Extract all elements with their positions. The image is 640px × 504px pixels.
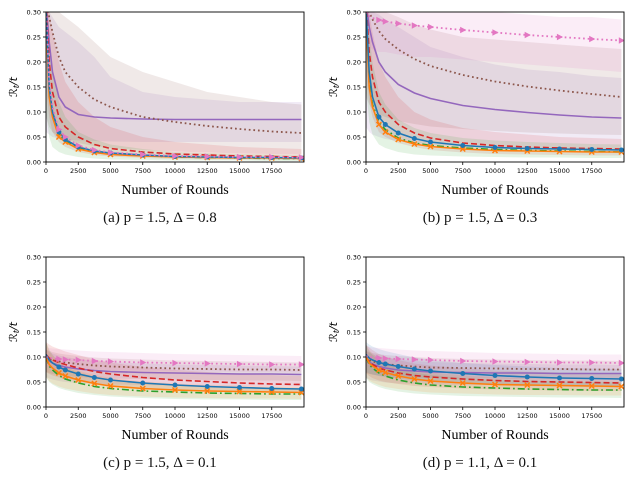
subplot-a-cell: 0 2500 5000 7500 10000 12500 15000 17500 0.00 0.0… xyxy=(0,6,320,227)
subplot-c-caption: (c) p = 1.5, Δ = 0.1 xyxy=(103,455,217,471)
svg-text:10000: 10000 xyxy=(165,412,186,420)
svg-text:15000: 15000 xyxy=(229,412,250,420)
svg-text:0: 0 xyxy=(44,167,48,175)
svg-text:17500: 17500 xyxy=(581,412,602,420)
svg-text:0: 0 xyxy=(44,412,48,420)
subplot-a-caption: (a) p = 1.5, Δ = 0.8 xyxy=(103,210,217,226)
svg-text:0.30: 0.30 xyxy=(27,8,41,16)
svg-text:5000: 5000 xyxy=(422,412,439,420)
svg-text:2500: 2500 xyxy=(70,412,87,420)
svg-text:5000: 5000 xyxy=(102,167,119,175)
svg-text:12500: 12500 xyxy=(197,167,218,175)
subplot-c-plot: 0 2500 5000 7500 10000 12500 15000 17500 0.00 0.0… xyxy=(7,253,305,443)
svg-text:2500: 2500 xyxy=(390,167,407,175)
svg-text:10000: 10000 xyxy=(165,167,186,175)
svg-text:0.25: 0.25 xyxy=(27,33,41,41)
svg-text:Number of Rounds: Number of Rounds xyxy=(441,183,548,198)
svg-text:17500: 17500 xyxy=(261,167,282,175)
svg-text:0.15: 0.15 xyxy=(347,83,361,91)
subplot-b-caption: (b) p = 1.5, Δ = 0.3 xyxy=(422,210,538,226)
svg-text:0.15: 0.15 xyxy=(27,328,41,336)
svg-text:ℛt/t: ℛt/t xyxy=(7,76,21,97)
svg-text:5000: 5000 xyxy=(422,167,439,175)
svg-text:5000: 5000 xyxy=(102,412,119,420)
svg-text:15000: 15000 xyxy=(549,167,570,175)
svg-text:10000: 10000 xyxy=(485,412,506,420)
svg-text:12500: 12500 xyxy=(517,167,538,175)
svg-text:0.30: 0.30 xyxy=(347,253,361,261)
svg-text:0.30: 0.30 xyxy=(347,8,361,16)
svg-text:0: 0 xyxy=(364,412,368,420)
subplot-a-plot: 0 2500 5000 7500 10000 12500 15000 17500 0.00 0.0… xyxy=(7,8,305,198)
svg-text:12500: 12500 xyxy=(197,412,218,420)
subplot-b-plot: 0 2500 5000 7500 10000 12500 15000 17500 0.00 0.0… xyxy=(327,8,625,198)
svg-text:0.10: 0.10 xyxy=(27,108,41,116)
svg-text:0.05: 0.05 xyxy=(27,133,41,141)
svg-text:Number of Rounds: Number of Rounds xyxy=(441,428,548,443)
svg-text:0.25: 0.25 xyxy=(347,33,361,41)
svg-text:17500: 17500 xyxy=(261,412,282,420)
svg-text:0.05: 0.05 xyxy=(347,133,361,141)
svg-text:Number of Rounds: Number of Rounds xyxy=(121,183,228,198)
svg-text:0.15: 0.15 xyxy=(347,328,361,336)
subplot-d-caption: (d) p = 1.1, Δ = 0.1 xyxy=(422,455,538,471)
svg-text:Number of Rounds: Number of Rounds xyxy=(121,428,228,443)
svg-text:0.05: 0.05 xyxy=(27,378,41,386)
svg-text:0.30: 0.30 xyxy=(27,253,41,261)
svg-text:0.25: 0.25 xyxy=(347,278,361,286)
svg-text:7500: 7500 xyxy=(454,412,471,420)
subplot-d-cell: 0 2500 5000 7500 10000 12500 15000 17500 0.00 0.0… xyxy=(320,251,640,472)
subplot-c: 0 2500 5000 7500 10000 12500 15000 17500 0.00 0.0… xyxy=(6,251,314,472)
svg-text:0.25: 0.25 xyxy=(27,278,41,286)
subplot-a: 0 2500 5000 7500 10000 12500 15000 17500 0.00 0.0… xyxy=(6,6,314,227)
subplot-d: 0 2500 5000 7500 10000 12500 15000 17500 0.00 0.0… xyxy=(326,251,634,472)
svg-text:0.10: 0.10 xyxy=(347,353,361,361)
svg-text:ℛt/t: ℛt/t xyxy=(7,321,21,342)
svg-text:0.20: 0.20 xyxy=(347,58,361,66)
subplot-c-cell: 0 2500 5000 7500 10000 12500 15000 17500 0.00 0.0… xyxy=(0,251,320,472)
svg-text:7500: 7500 xyxy=(134,167,151,175)
svg-text:2500: 2500 xyxy=(70,167,87,175)
svg-text:0.00: 0.00 xyxy=(27,158,41,166)
svg-text:2500: 2500 xyxy=(390,412,407,420)
svg-text:0.05: 0.05 xyxy=(347,378,361,386)
svg-text:15000: 15000 xyxy=(549,412,570,420)
svg-text:0.00: 0.00 xyxy=(347,158,361,166)
svg-text:15000: 15000 xyxy=(229,167,250,175)
subplot-b-cell: 0 2500 5000 7500 10000 12500 15000 17500 0.00 0.0… xyxy=(320,6,640,227)
figure-grid: 0 2500 5000 7500 10000 12500 15000 17500 0.00 0.0… xyxy=(0,6,640,472)
svg-text:0.00: 0.00 xyxy=(347,403,361,411)
svg-text:10000: 10000 xyxy=(485,167,506,175)
svg-text:0: 0 xyxy=(364,167,368,175)
subplot-b: 0 2500 5000 7500 10000 12500 15000 17500 0.00 0.0… xyxy=(326,6,634,227)
svg-text:0.10: 0.10 xyxy=(27,353,41,361)
svg-text:0.10: 0.10 xyxy=(347,108,361,116)
svg-text:0.20: 0.20 xyxy=(347,303,361,311)
svg-text:0.15: 0.15 xyxy=(27,83,41,91)
svg-text:ℛt/t: ℛt/t xyxy=(327,321,341,342)
subplot-d-plot: 0 2500 5000 7500 10000 12500 15000 17500 0.00 0.0… xyxy=(327,253,625,443)
svg-text:0.20: 0.20 xyxy=(27,303,41,311)
svg-text:0.20: 0.20 xyxy=(27,58,41,66)
svg-text:ℛt/t: ℛt/t xyxy=(327,76,341,97)
svg-text:0.00: 0.00 xyxy=(27,403,41,411)
svg-text:7500: 7500 xyxy=(454,167,471,175)
svg-text:12500: 12500 xyxy=(517,412,538,420)
svg-text:7500: 7500 xyxy=(134,412,151,420)
svg-text:17500: 17500 xyxy=(581,167,602,175)
